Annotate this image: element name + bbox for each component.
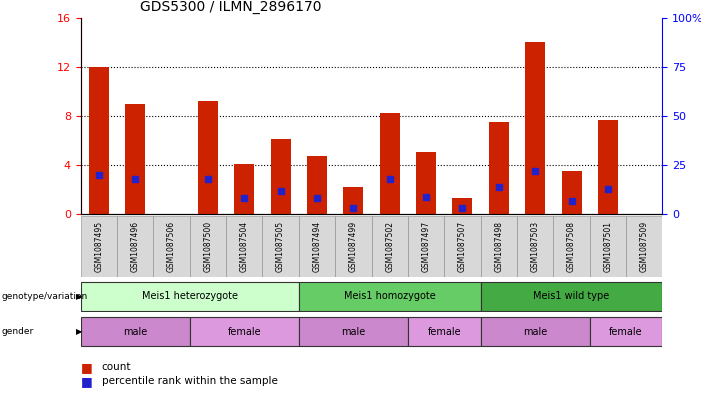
Bar xyxy=(380,114,400,214)
Text: ■: ■ xyxy=(81,375,93,388)
Bar xyxy=(154,216,190,277)
Bar xyxy=(416,152,436,214)
Bar xyxy=(81,216,117,277)
Bar xyxy=(408,216,444,277)
Bar xyxy=(190,216,226,277)
Bar xyxy=(125,104,145,214)
Bar xyxy=(408,317,481,346)
Text: male: male xyxy=(341,327,365,337)
Text: genotype/variation: genotype/variation xyxy=(1,292,88,301)
Bar xyxy=(481,317,590,346)
Bar xyxy=(343,187,363,214)
Text: GSM1087508: GSM1087508 xyxy=(567,221,576,272)
Text: female: female xyxy=(609,327,643,337)
Bar xyxy=(190,317,299,346)
Text: GSM1087502: GSM1087502 xyxy=(386,221,394,272)
Bar xyxy=(234,164,254,214)
Bar xyxy=(299,282,481,311)
Text: GSM1087499: GSM1087499 xyxy=(349,221,358,272)
Text: GSM1087501: GSM1087501 xyxy=(604,221,613,272)
Bar xyxy=(81,317,190,346)
Text: Meis1 heterozygote: Meis1 heterozygote xyxy=(142,291,238,301)
Text: GSM1087494: GSM1087494 xyxy=(313,221,322,272)
Text: percentile rank within the sample: percentile rank within the sample xyxy=(102,376,278,386)
Text: GSM1087498: GSM1087498 xyxy=(494,221,503,272)
Bar xyxy=(489,122,509,214)
Bar xyxy=(525,42,545,214)
Bar xyxy=(517,216,553,277)
Text: ▶: ▶ xyxy=(76,327,82,336)
Text: gender: gender xyxy=(1,327,34,336)
Bar xyxy=(198,101,218,214)
Text: GSM1087507: GSM1087507 xyxy=(458,221,467,272)
Bar xyxy=(626,216,662,277)
Bar xyxy=(481,216,517,277)
Text: GDS5300 / ILMN_2896170: GDS5300 / ILMN_2896170 xyxy=(140,0,322,14)
Bar xyxy=(372,216,408,277)
Bar xyxy=(299,317,408,346)
Text: GSM1087504: GSM1087504 xyxy=(240,221,249,272)
Bar xyxy=(590,216,626,277)
Bar xyxy=(444,216,481,277)
Text: count: count xyxy=(102,362,131,373)
Bar xyxy=(335,216,372,277)
Text: GSM1087497: GSM1087497 xyxy=(421,221,430,272)
Text: Meis1 wild type: Meis1 wild type xyxy=(533,291,610,301)
Text: female: female xyxy=(428,327,461,337)
Bar xyxy=(226,216,262,277)
Bar xyxy=(271,139,291,214)
Bar xyxy=(307,156,327,214)
Bar xyxy=(481,282,662,311)
Text: female: female xyxy=(227,327,261,337)
Text: GSM1087505: GSM1087505 xyxy=(276,221,285,272)
Text: GSM1087509: GSM1087509 xyxy=(640,221,648,272)
Text: ■: ■ xyxy=(81,361,93,374)
Bar xyxy=(117,216,154,277)
Text: male: male xyxy=(523,327,547,337)
Bar xyxy=(89,67,109,214)
Bar xyxy=(81,282,299,311)
Text: male: male xyxy=(123,327,147,337)
Bar xyxy=(553,216,590,277)
Bar xyxy=(598,119,618,214)
Bar xyxy=(590,317,662,346)
Text: GSM1087495: GSM1087495 xyxy=(95,221,103,272)
Bar xyxy=(299,216,335,277)
Text: GSM1087506: GSM1087506 xyxy=(167,221,176,272)
Text: Meis1 homozygote: Meis1 homozygote xyxy=(343,291,435,301)
Text: ▶: ▶ xyxy=(76,292,82,301)
Text: GSM1087503: GSM1087503 xyxy=(531,221,540,272)
Bar xyxy=(262,216,299,277)
Bar xyxy=(452,198,472,214)
Text: GSM1087496: GSM1087496 xyxy=(130,221,139,272)
Text: GSM1087500: GSM1087500 xyxy=(203,221,212,272)
Bar xyxy=(562,171,582,214)
